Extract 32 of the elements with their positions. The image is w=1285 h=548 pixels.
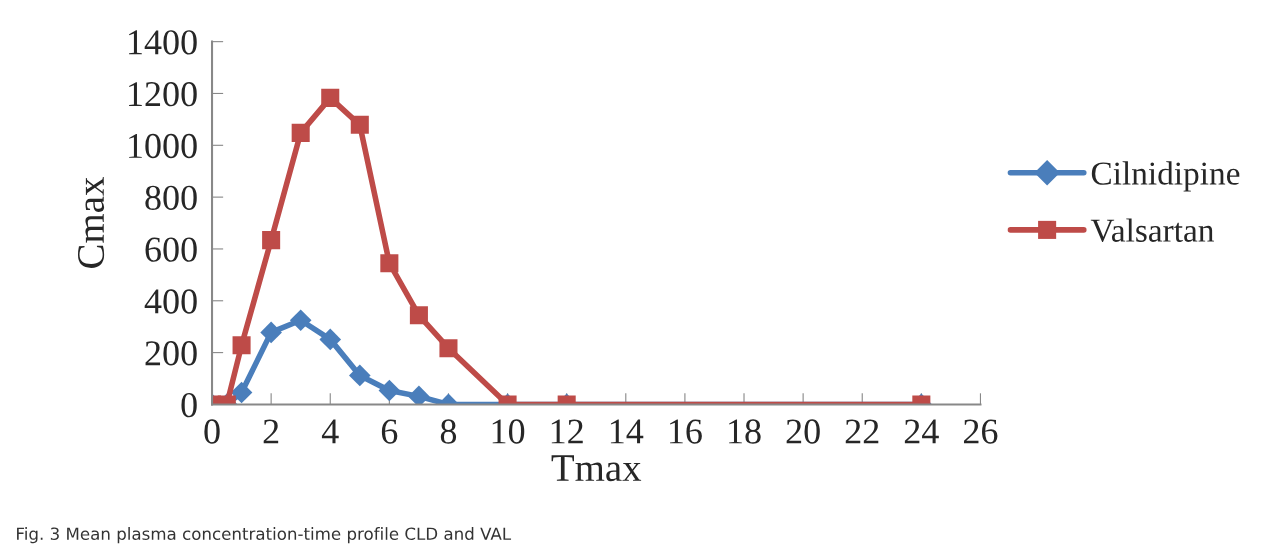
- y-tick-label: 200: [145, 341, 197, 366]
- y-tick-label: 1200: [129, 81, 197, 107]
- x-tick-label: 8: [440, 419, 457, 444]
- y-tick-label: 0: [181, 392, 197, 418]
- x-tick-label: 24: [904, 419, 939, 444]
- y-tick-label: 1000: [129, 133, 197, 159]
- x-tick-label: 10: [492, 419, 525, 444]
- y-tick-label: 600: [145, 237, 197, 262]
- x-tick-label: 16: [670, 419, 702, 444]
- y-tick-label: 1400: [129, 30, 197, 55]
- point: [380, 254, 399, 273]
- y-tick-label: 800: [145, 185, 197, 211]
- x-tick-label: 0: [204, 419, 220, 444]
- y-axis-title: Cmax: [77, 177, 105, 268]
- x-tick-label: 20: [786, 419, 820, 444]
- x-tick-label: 2: [263, 419, 279, 444]
- point: [262, 231, 281, 250]
- x-tick-label: 26: [963, 419, 998, 444]
- x-tick-label: 18: [729, 419, 761, 444]
- y-tick-label: 400: [144, 289, 197, 314]
- x-tick-label: 4: [321, 419, 339, 444]
- x-tick-label: 22: [845, 419, 879, 444]
- x-tick-label: 14: [610, 419, 644, 444]
- caption: Fig. 3 Mean plasma concentration-time profile CLD and VAL: [17, 527, 512, 544]
- point: [321, 88, 340, 107]
- legend-label: Cilnidipine: [1091, 161, 1240, 192]
- x-tick-label: 6: [381, 419, 398, 444]
- legend-label: Valsartan: [1090, 218, 1214, 243]
- x-tick-label: 12: [551, 419, 583, 444]
- point: [350, 115, 369, 134]
- point: [291, 123, 310, 142]
- x-axis-title: Tmax: [551, 455, 642, 482]
